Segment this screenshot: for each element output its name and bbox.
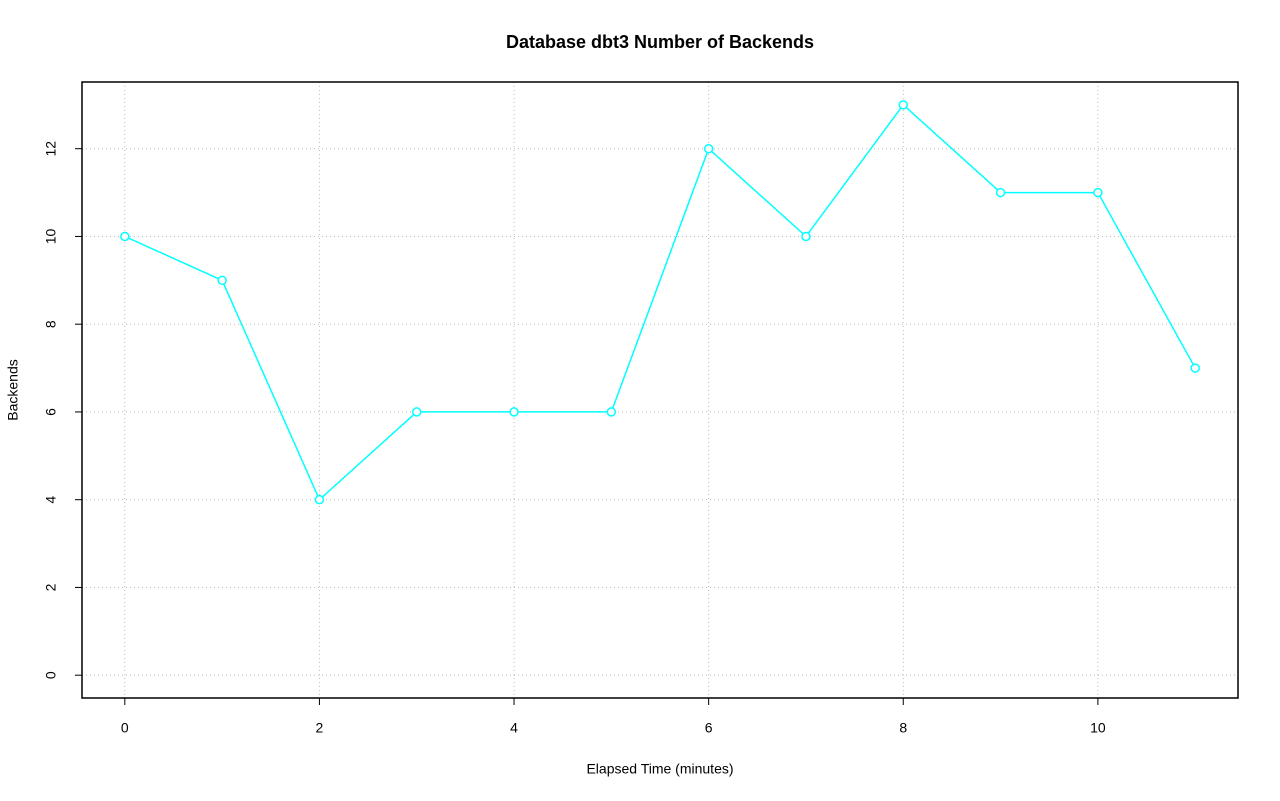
y-axis-label: Backends [5, 359, 21, 420]
y-tick-label: 6 [43, 408, 59, 416]
data-point [509, 407, 519, 417]
data-point [1093, 187, 1103, 198]
series-line [124, 103, 1196, 501]
grid [82, 82, 1238, 698]
y-tick-label: 0 [43, 671, 59, 679]
data-point [1190, 363, 1200, 373]
y-tick-label: 10 [43, 228, 59, 244]
y-tick-label: 12 [43, 141, 59, 157]
x-tick-label: 8 [899, 720, 907, 736]
x-axis-label: Elapsed Time (minutes) [586, 761, 733, 777]
x-tick-label: 10 [1090, 720, 1106, 736]
y-tick-label: 2 [43, 583, 59, 591]
x-tick-label: 2 [316, 720, 324, 736]
chart-title: Database dbt3 Number of Backends [506, 32, 814, 52]
y-tick-label: 4 [43, 496, 59, 504]
data-point [801, 231, 811, 242]
data-point [411, 407, 422, 417]
plot [120, 100, 1200, 505]
data-point [217, 275, 227, 286]
data-point [314, 494, 325, 505]
y-tick-label: 8 [43, 320, 59, 328]
plot-frame [81, 81, 1239, 699]
data-point [120, 231, 130, 242]
x-tick-label: 6 [705, 720, 713, 736]
data-point [703, 143, 714, 154]
x-tick-label: 0 [121, 720, 129, 736]
data-point [606, 407, 617, 417]
data-point [898, 100, 909, 110]
x-tick-label: 4 [510, 720, 518, 736]
data-point [995, 187, 1006, 198]
